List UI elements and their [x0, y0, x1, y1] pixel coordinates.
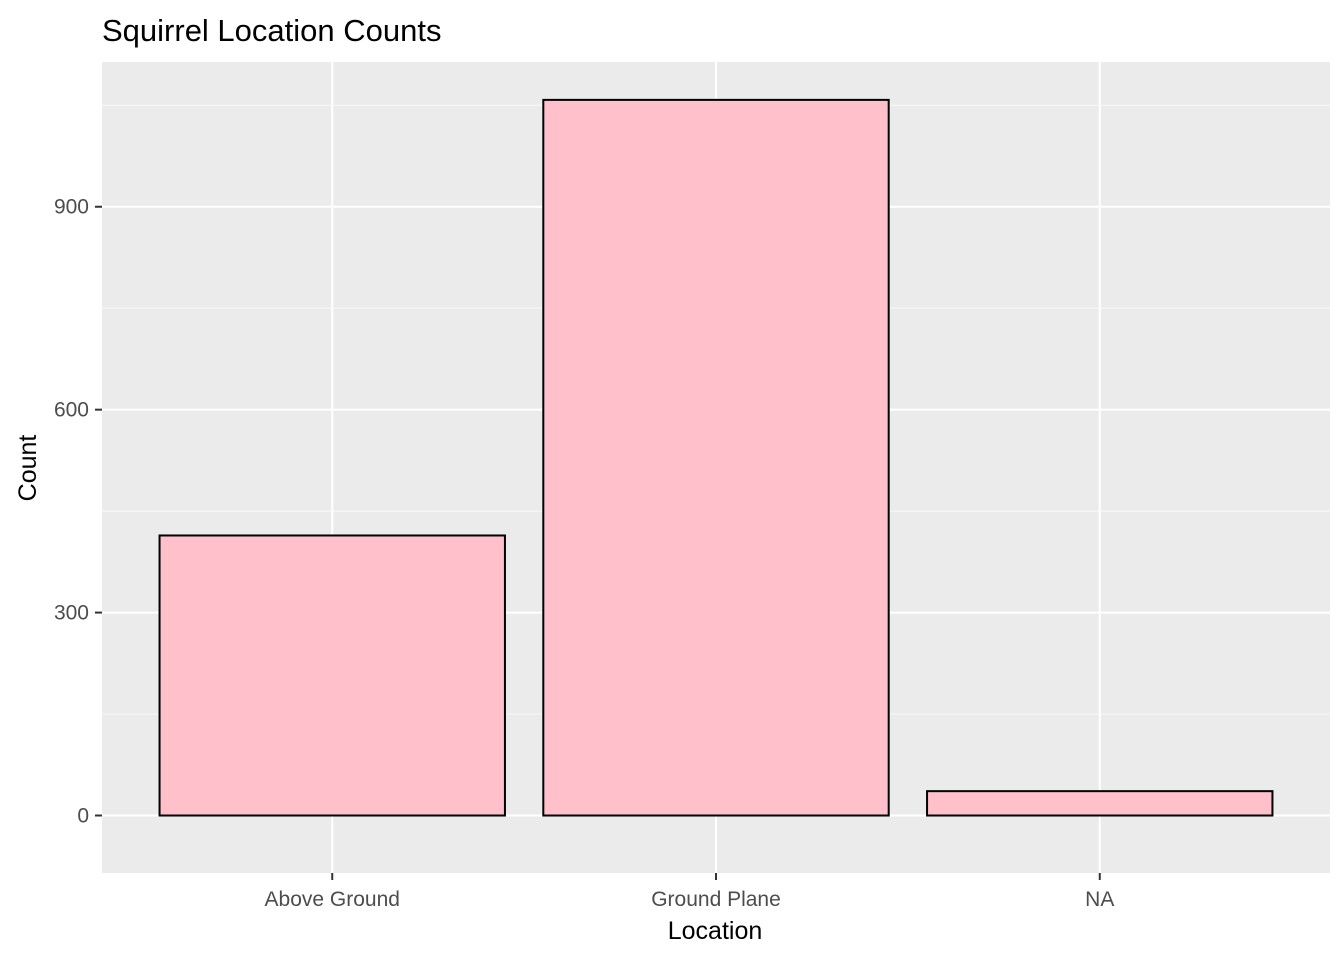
bar-ground-plane: [542, 98, 890, 817]
y-tick-label: 600: [54, 399, 89, 422]
y-axis-title: Count: [14, 435, 42, 502]
bars: [158, 98, 1274, 817]
bar-above-ground: [158, 534, 506, 817]
x-tick-label: Ground Plane: [651, 888, 781, 911]
x-tick-label: Above Ground: [265, 888, 400, 911]
bar-na: [926, 790, 1274, 817]
chart-title: Squirrel Location Counts: [102, 13, 441, 48]
x-tick-label: NA: [1085, 888, 1114, 911]
x-axis-title: Location: [668, 917, 763, 945]
y-tick-label: 0: [77, 805, 89, 828]
x-axis-ticks: Above Ground Ground Plane NA: [265, 873, 1114, 911]
y-axis-ticks: 0 300 600 900: [54, 196, 102, 828]
y-tick-label: 300: [54, 602, 89, 625]
y-tick-label: 900: [54, 196, 89, 219]
